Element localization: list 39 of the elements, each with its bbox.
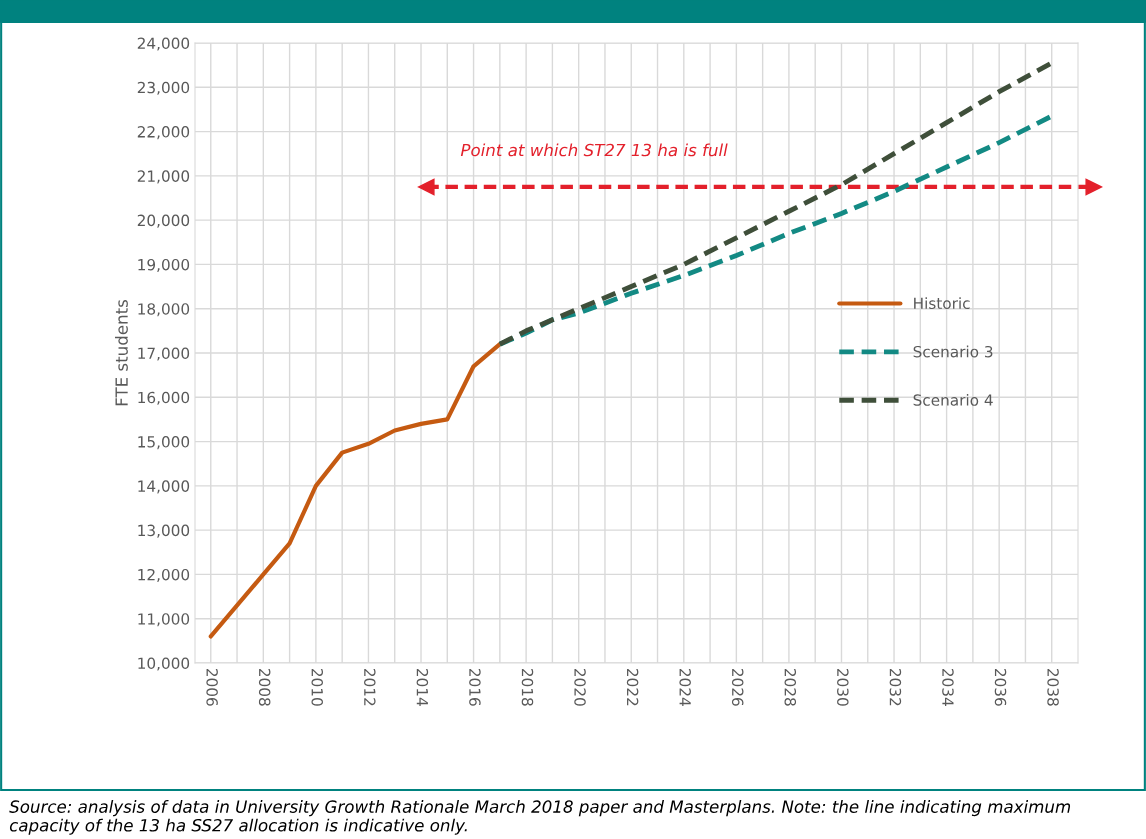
x-tick-label: 2006	[206, 668, 218, 706]
y-tick-label: 24,000	[137, 37, 190, 51]
y-tick-label: 13,000	[138, 524, 190, 538]
x-tick-label: 2018	[521, 668, 534, 706]
x-tick-label: 2014	[416, 668, 429, 706]
y-tick-label: 16,000	[138, 391, 190, 405]
legend-label: Scenario 3	[913, 345, 993, 358]
x-tick-label: 2008	[258, 668, 271, 706]
x-tick-label: 2016	[469, 668, 481, 706]
y-tick-label: 23,000	[137, 81, 190, 95]
legend-label: Historic	[914, 297, 970, 310]
ref-line-label: Point at which ST27 13 ha is full	[460, 143, 728, 157]
y-tick-label: 20,000	[137, 214, 190, 228]
x-tick-label: 2022	[626, 668, 639, 706]
y-tick-label: 10,000	[138, 657, 190, 671]
y-tick-label: 14,000	[138, 480, 190, 494]
legend-label: Scenario 4	[913, 394, 993, 406]
line-series	[208, 342, 502, 639]
x-tick-label: 2030	[837, 668, 849, 706]
y-tick-label: 21,000	[137, 170, 190, 184]
y-tick-label: 17,000	[138, 347, 190, 361]
x-tick-label: 2010	[311, 668, 324, 706]
x-tick-label: 2036	[994, 668, 1007, 706]
x-tick-label: 2026	[731, 668, 744, 706]
y-tick-label: 19,000	[138, 258, 190, 273]
x-tick-label: 2020	[574, 668, 586, 706]
y-tick-label: 22,000	[137, 126, 190, 140]
y-tick-label: 15,000	[138, 436, 190, 450]
source-note: Source: analysis of data in University Growth Rationale March 2018 paper and Masterplans. Note: the line indicating maximum capacity of the 13 ha SS27 allocation is indicative only.	[9, 800, 1071, 835]
y-axis-title: FTE students	[115, 299, 128, 406]
x-tick-label: 2024	[679, 668, 691, 706]
x-tick-label: 2034	[942, 668, 954, 706]
x-tick-label: 2038	[1047, 668, 1059, 706]
y-tick-label: 18,000	[138, 303, 190, 317]
x-tick-label: 2028	[784, 668, 797, 706]
y-tick-label: 12,000	[138, 568, 190, 583]
x-tick-label: 2032	[889, 668, 902, 706]
y-tick-label: 11,000	[138, 613, 190, 627]
x-tick-label: 2012	[364, 668, 376, 706]
